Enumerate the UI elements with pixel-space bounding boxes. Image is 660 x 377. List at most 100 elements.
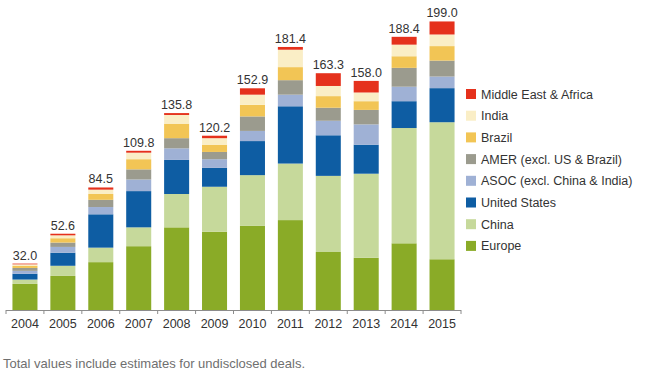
- legend-label: ASOC (excl. China & India): [481, 174, 632, 188]
- bar-segment: [12, 274, 37, 280]
- x-axis-divider: [81, 310, 82, 314]
- x-tick-label: 2013: [352, 317, 380, 331]
- bars: [12, 21, 454, 310]
- bar-segment: [354, 101, 379, 110]
- bar-segment: [202, 138, 227, 145]
- footnote: Total values include estimates for undis…: [3, 356, 305, 371]
- bar-segment: [354, 258, 379, 310]
- total-label: 109.8: [123, 136, 154, 150]
- bar-segment: [12, 264, 37, 265]
- legend-swatch: [466, 132, 476, 142]
- total-label: 32.0: [13, 249, 37, 263]
- legend-label: Europe: [481, 239, 521, 253]
- bar-segment: [50, 235, 75, 238]
- bar-segment: [12, 284, 37, 310]
- bar-segment: [278, 95, 303, 107]
- x-tick-label: 2005: [49, 317, 77, 331]
- bar-segment: [126, 246, 151, 310]
- bar-segment: [430, 259, 455, 310]
- bar-segment: [430, 122, 455, 259]
- bar-segment: [240, 116, 265, 131]
- bar-segment: [278, 80, 303, 95]
- bar-segment: [392, 243, 417, 310]
- bar-segment: [126, 151, 151, 153]
- bar-segment: [354, 81, 379, 93]
- bar-segment: [430, 61, 455, 77]
- bar-segment: [50, 238, 75, 242]
- bar-segment: [392, 37, 417, 45]
- bar-segment: [202, 152, 227, 159]
- x-axis-divider: [43, 310, 44, 314]
- legend-label: India: [481, 109, 508, 123]
- bar-segment: [126, 191, 151, 227]
- x-tick-label: 2012: [314, 317, 342, 331]
- x-tick-label: 2014: [390, 317, 418, 331]
- bar-segment: [12, 268, 37, 271]
- x-axis-divider: [347, 310, 348, 314]
- legend: Middle East & AfricaIndiaBrazilAMER (exc…: [466, 88, 632, 254]
- legend-swatch: [466, 111, 476, 121]
- bar-segment: [202, 159, 227, 168]
- legend-swatch: [466, 241, 476, 251]
- x-axis-divider: [233, 310, 234, 314]
- bar-segment: [392, 87, 417, 102]
- bar-segment: [240, 226, 265, 310]
- bar-segment: [50, 247, 75, 253]
- total-label: 120.2: [199, 121, 230, 135]
- legend-label: Middle East & Africa: [481, 88, 593, 102]
- total-label: 158.0: [351, 66, 382, 80]
- bar-segment: [354, 124, 379, 144]
- x-axis-divider: [309, 310, 310, 314]
- bar-segment: [430, 21, 455, 34]
- bar-segment: [354, 110, 379, 125]
- bar-segment: [202, 145, 227, 152]
- total-label: 188.4: [388, 22, 419, 36]
- legend-label: Brazil: [481, 131, 512, 145]
- bar-segment: [316, 96, 341, 108]
- total-label: 52.6: [51, 219, 75, 233]
- bar-segment: [50, 253, 75, 266]
- bar-segment: [240, 95, 265, 105]
- x-axis-divider: [6, 310, 7, 314]
- bar-segment: [278, 67, 303, 80]
- x-axis-divider: [119, 310, 120, 314]
- total-label: 84.5: [89, 172, 113, 186]
- legend-swatch: [466, 89, 476, 99]
- x-tick-label: 2015: [428, 317, 456, 331]
- legend-swatch: [466, 176, 476, 186]
- bar-segment: [50, 266, 75, 276]
- legend-swatch: [466, 154, 476, 164]
- bar-segment: [50, 276, 75, 310]
- x-tick-label: 2011: [277, 317, 304, 331]
- bar-segment: [164, 113, 189, 115]
- bar-segment: [88, 200, 113, 207]
- total-label: 181.4: [275, 32, 306, 46]
- bar-segment: [316, 135, 341, 176]
- bar-segment: [202, 136, 227, 138]
- bar-segment: [430, 35, 455, 47]
- x-axis-divider: [271, 310, 272, 314]
- bar-segment: [430, 77, 455, 89]
- legend-label: United States: [481, 196, 556, 210]
- bar-segment: [88, 207, 113, 214]
- bar-segment: [164, 160, 189, 194]
- bar-segment: [164, 138, 189, 148]
- x-axis-divider: [157, 310, 158, 314]
- x-tick-label: 2007: [125, 317, 153, 331]
- bar-segment: [12, 271, 37, 274]
- x-tick-label: 2010: [239, 317, 267, 331]
- bar-segment: [316, 86, 341, 96]
- bar-segment: [392, 45, 417, 57]
- bar-segment: [12, 266, 37, 268]
- legend-label: China: [481, 218, 514, 232]
- bar-segment: [278, 50, 303, 67]
- x-tick-label: 2004: [11, 317, 39, 331]
- bar-segment: [392, 128, 417, 243]
- x-axis-divider: [423, 310, 424, 314]
- bar-segment: [202, 187, 227, 232]
- bar-segment: [354, 145, 379, 174]
- bar-segment: [316, 252, 341, 310]
- bar-segment: [164, 115, 189, 124]
- total-label: 152.9: [237, 73, 268, 87]
- bar-segment: [164, 227, 189, 310]
